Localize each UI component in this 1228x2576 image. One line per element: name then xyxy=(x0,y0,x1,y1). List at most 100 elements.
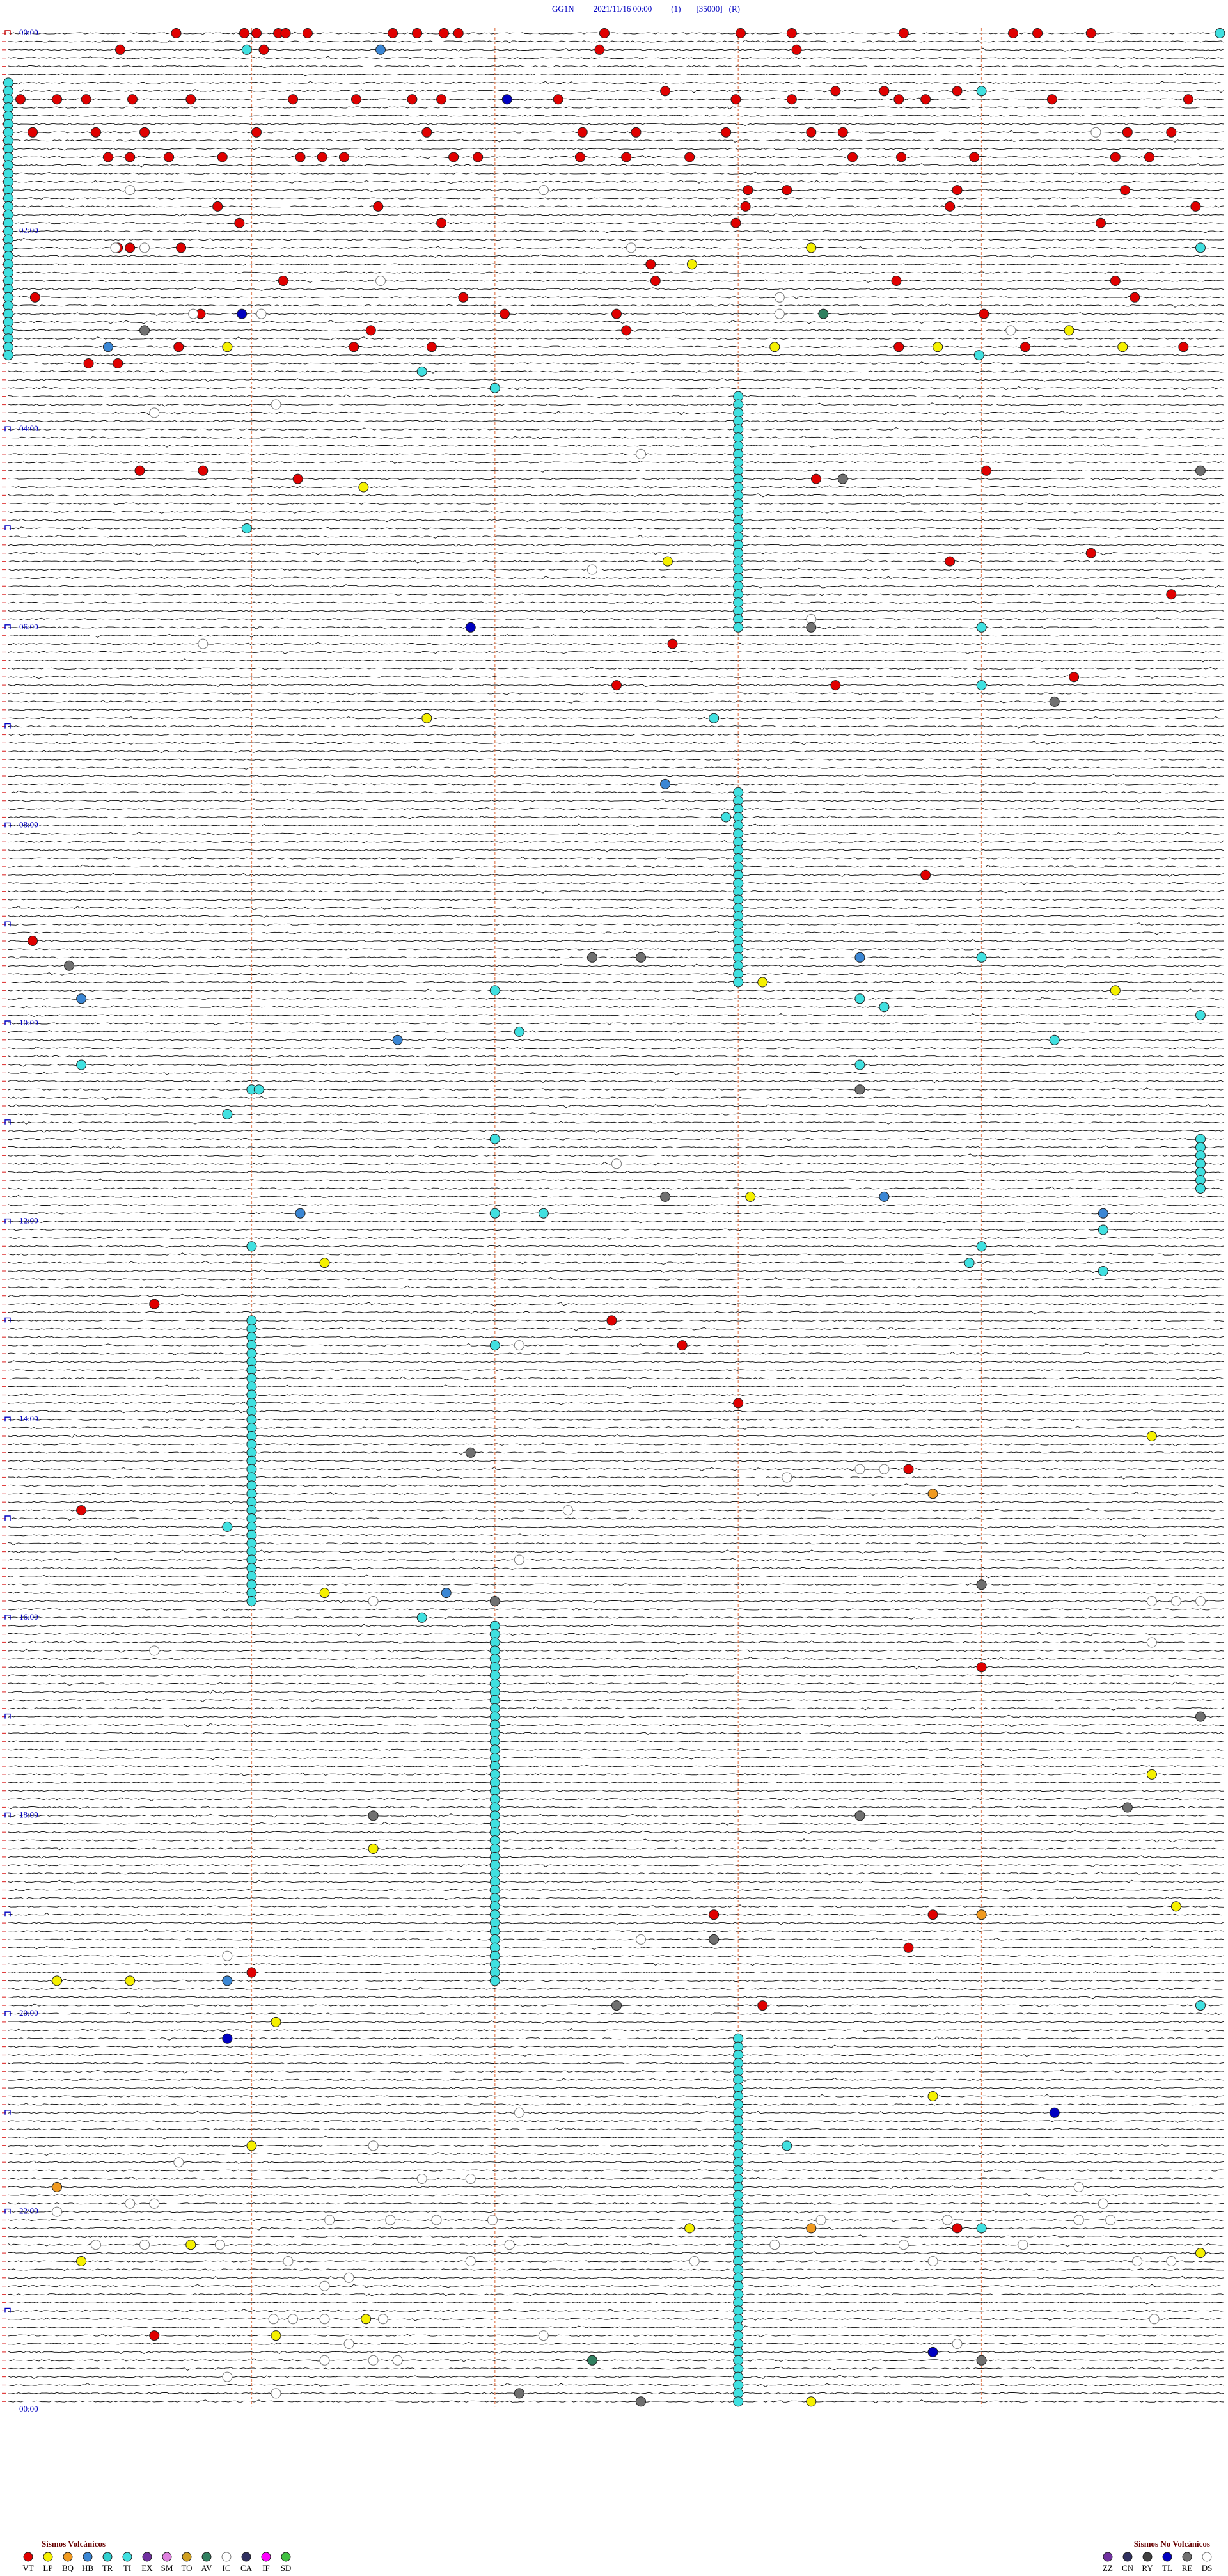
event xyxy=(149,2330,160,2341)
legend-title: Sismos No Volcánicos xyxy=(1134,2539,1210,2548)
event xyxy=(1130,292,1140,303)
hour-marker xyxy=(4,2208,11,2214)
event xyxy=(1005,325,1016,336)
legend-label: VT xyxy=(22,2563,33,2573)
trace xyxy=(8,1311,1224,1315)
event xyxy=(465,622,476,633)
event xyxy=(1120,185,1131,196)
trace xyxy=(8,1212,1224,1215)
legend-label: IF xyxy=(262,2563,270,2573)
event xyxy=(185,2240,196,2250)
trace xyxy=(8,2309,1224,2313)
legend-label: CA xyxy=(240,2563,253,2573)
event xyxy=(102,152,113,162)
event xyxy=(854,1464,865,1474)
event xyxy=(436,94,447,105)
event xyxy=(324,2215,335,2225)
trace xyxy=(8,2152,1224,2156)
trace xyxy=(8,1245,1224,1248)
event xyxy=(774,292,785,303)
trace xyxy=(8,1666,1224,1670)
event xyxy=(361,2314,372,2325)
trace xyxy=(8,2358,1224,2362)
event xyxy=(319,2314,330,2325)
event xyxy=(684,152,695,162)
event xyxy=(271,2330,281,2341)
event xyxy=(1049,696,1060,707)
trace xyxy=(8,815,1224,819)
event xyxy=(730,94,741,105)
event xyxy=(553,94,563,105)
event xyxy=(458,292,469,303)
event xyxy=(1178,342,1189,352)
event xyxy=(979,308,989,319)
legend-label: IC xyxy=(223,2563,231,2573)
event xyxy=(489,1975,500,1986)
trace xyxy=(8,510,1224,514)
trace xyxy=(8,832,1224,835)
legend-swatch xyxy=(241,2552,251,2562)
event xyxy=(538,1208,549,1219)
event xyxy=(677,1340,688,1351)
event xyxy=(222,2371,233,2382)
event xyxy=(81,94,91,105)
trace xyxy=(8,1922,1224,1925)
trace xyxy=(8,807,1224,811)
event xyxy=(416,2174,427,2184)
event xyxy=(139,242,150,253)
event xyxy=(385,2215,396,2225)
trace xyxy=(8,130,1224,134)
event xyxy=(514,2388,524,2399)
event xyxy=(709,713,720,723)
event xyxy=(441,1588,452,1599)
trace xyxy=(8,1590,1224,1595)
trace xyxy=(8,2275,1224,2279)
event xyxy=(514,1026,524,1037)
event xyxy=(102,342,113,352)
event xyxy=(611,308,622,319)
hour-marker xyxy=(4,2011,11,2016)
trace xyxy=(8,667,1224,671)
event xyxy=(373,201,384,212)
trace xyxy=(8,963,1224,968)
trace xyxy=(8,2375,1224,2379)
trace xyxy=(8,1442,1224,1447)
trace xyxy=(8,1029,1224,1034)
event xyxy=(976,680,987,691)
trace xyxy=(8,1567,1224,1570)
trace xyxy=(8,1376,1224,1380)
event xyxy=(29,292,40,303)
event xyxy=(1110,276,1121,286)
hour-marker xyxy=(4,921,11,927)
legend-title: Sismos Volcánicos xyxy=(42,2539,106,2548)
trace xyxy=(8,2069,1224,2074)
event xyxy=(981,465,992,476)
trace xyxy=(8,386,1224,390)
event xyxy=(52,2181,63,2192)
trace xyxy=(8,295,1224,299)
event xyxy=(733,2396,744,2407)
hour-marker xyxy=(4,525,11,530)
datetime: 2021/11/16 00:00 xyxy=(594,4,652,13)
event xyxy=(317,152,327,162)
trace xyxy=(8,1121,1224,1125)
event xyxy=(52,1975,63,1986)
trace xyxy=(8,1813,1224,1818)
event xyxy=(976,2223,987,2234)
event xyxy=(421,713,432,723)
trace xyxy=(8,197,1224,201)
event xyxy=(586,952,597,963)
event xyxy=(927,2091,938,2101)
event xyxy=(1195,1010,1206,1021)
trace xyxy=(8,2268,1224,2272)
trace xyxy=(8,2094,1224,2099)
event xyxy=(577,127,588,138)
event xyxy=(879,1191,890,1202)
trace xyxy=(8,1830,1224,1835)
event xyxy=(854,1059,865,1070)
event xyxy=(375,44,386,55)
trace xyxy=(8,2193,1224,2197)
legend-label: BQ xyxy=(62,2563,74,2573)
event xyxy=(1105,2215,1116,2225)
legend-swatch xyxy=(261,2552,271,2562)
